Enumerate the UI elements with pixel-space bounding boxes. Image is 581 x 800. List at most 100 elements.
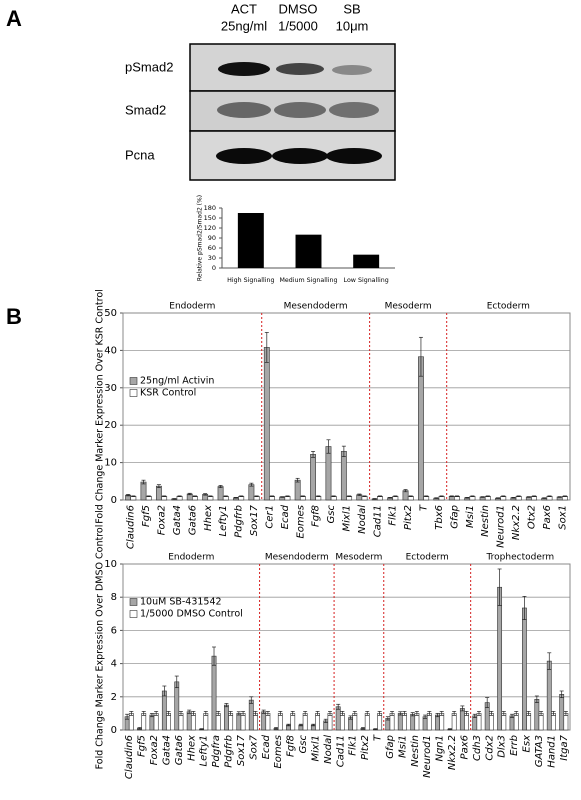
x-tick-label: T bbox=[373, 734, 384, 741]
x-tick-label: Sox17 bbox=[249, 504, 260, 536]
x-tick-label: Hhex bbox=[186, 735, 197, 761]
x-tick-label: Nodal bbox=[357, 505, 368, 534]
bar bbox=[149, 714, 155, 731]
x-tick-label: Gata4 bbox=[172, 505, 183, 535]
bar bbox=[352, 713, 358, 731]
x-tick-label: Flk1 bbox=[388, 505, 399, 526]
bar bbox=[174, 681, 180, 731]
x-tick-label: Itga7 bbox=[559, 734, 570, 760]
y-tick-label: 8 bbox=[111, 592, 117, 603]
band bbox=[218, 62, 270, 76]
band bbox=[332, 65, 372, 75]
x-tick-label: Cdh3 bbox=[472, 735, 483, 761]
bar bbox=[228, 713, 234, 731]
bar bbox=[339, 713, 345, 731]
x-tick-label: Gsc bbox=[326, 505, 337, 524]
x-tick-label: Nkx2.2 bbox=[511, 505, 522, 540]
x-tick-label: Pax6 bbox=[459, 735, 470, 759]
x-tick-label: Dlx3 bbox=[497, 735, 508, 758]
bar bbox=[237, 213, 264, 268]
y-tick-label: 30 bbox=[104, 383, 117, 394]
legend-label: 25ng/ml Activin bbox=[140, 376, 214, 387]
bar bbox=[128, 713, 134, 731]
x-tick-label: Gfap bbox=[449, 505, 460, 529]
x-tick-label: Lefty1 bbox=[199, 735, 210, 766]
bar bbox=[563, 713, 569, 731]
bar bbox=[488, 713, 494, 731]
bar bbox=[310, 454, 316, 501]
bar bbox=[263, 347, 270, 501]
bar bbox=[526, 713, 532, 731]
x-tick-label: Ecad bbox=[261, 734, 272, 759]
band bbox=[329, 102, 379, 118]
x-tick-label: Medium Signalling bbox=[279, 277, 337, 284]
y-tick-label: 150 bbox=[204, 214, 216, 222]
blot-column: ACT bbox=[231, 1, 257, 16]
x-tick-label: Nodal bbox=[323, 735, 334, 764]
bar bbox=[439, 713, 445, 731]
x-tick-label: Gata6 bbox=[174, 735, 185, 765]
y-tick-label: 40 bbox=[104, 345, 117, 356]
bar bbox=[364, 713, 370, 731]
section-label: Mesendoderm bbox=[265, 553, 329, 563]
x-tick-label: T bbox=[419, 504, 430, 511]
section-label: Ectoderm bbox=[406, 553, 449, 563]
x-tick-label: Pitx2 bbox=[360, 735, 371, 760]
bar bbox=[240, 713, 246, 731]
x-tick-label: Pax6 bbox=[542, 505, 553, 529]
x-tick-label: Low Signalling bbox=[344, 277, 389, 284]
x-tick-label: GATA3 bbox=[534, 735, 545, 767]
x-tick-label: Cad11 bbox=[335, 735, 346, 767]
bar bbox=[140, 481, 147, 501]
y-axis-label: Fold Change Marker Expression Over KSR C… bbox=[95, 289, 106, 524]
x-tick-label: Nkx2.2 bbox=[447, 735, 458, 770]
bar bbox=[315, 713, 320, 731]
bar bbox=[261, 711, 267, 731]
x-tick-label: Ecad bbox=[280, 504, 291, 529]
x-tick-label: Foxa2 bbox=[149, 735, 160, 765]
x-tick-label: Gfap bbox=[385, 735, 396, 759]
bar bbox=[217, 486, 224, 501]
bar bbox=[253, 713, 258, 731]
blot-column: DMSO bbox=[279, 1, 318, 16]
bar bbox=[294, 479, 301, 501]
bar bbox=[327, 713, 333, 731]
bar bbox=[353, 254, 380, 268]
x-tick-label: Sox17 bbox=[236, 734, 247, 766]
y-tick-label: 120 bbox=[204, 224, 216, 232]
bar bbox=[155, 485, 162, 501]
x-tick-label: Eomes bbox=[295, 505, 306, 539]
blot-row-label: Smad2 bbox=[125, 102, 166, 117]
bar bbox=[389, 713, 395, 731]
section-label: Endoderm bbox=[169, 302, 215, 312]
x-tick-label: Fgf5 bbox=[137, 735, 148, 757]
bar bbox=[414, 713, 420, 731]
x-tick-label: Neurod1 bbox=[496, 505, 507, 548]
bar bbox=[476, 713, 482, 731]
blot-row-label: Pcna bbox=[125, 147, 155, 162]
x-tick-label: Hand1 bbox=[546, 735, 557, 768]
panel-label: A bbox=[6, 6, 22, 31]
bar bbox=[426, 713, 432, 731]
bar bbox=[418, 356, 424, 501]
x-tick-label: Eomes bbox=[273, 735, 284, 769]
x-tick-label: Tbx6 bbox=[434, 505, 445, 530]
x-tick-label: Flk1 bbox=[348, 735, 359, 756]
bar bbox=[236, 713, 242, 731]
y-tick-label: 10 bbox=[104, 458, 117, 469]
bar bbox=[497, 586, 503, 731]
section-label: Endoderm bbox=[168, 553, 214, 563]
bar bbox=[451, 713, 457, 731]
bar bbox=[472, 715, 478, 731]
x-tick-label: Errb bbox=[509, 735, 520, 756]
bar bbox=[410, 713, 416, 731]
section-label: Trophectoderm bbox=[485, 553, 554, 563]
bar bbox=[377, 713, 383, 731]
legend-swatch bbox=[129, 377, 138, 385]
bar bbox=[295, 234, 322, 268]
bar bbox=[265, 713, 271, 731]
x-tick-label: Otx2 bbox=[526, 505, 537, 529]
legend-label: 1/5000 DMSO Control bbox=[140, 609, 243, 620]
